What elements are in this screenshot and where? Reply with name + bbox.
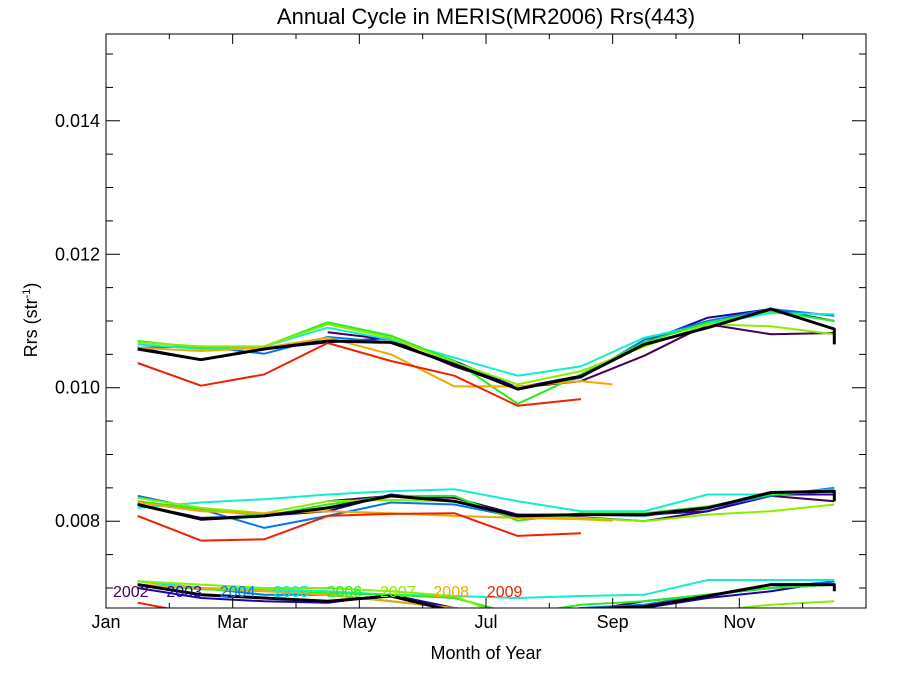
legend-entry-2008: 2008 — [433, 584, 469, 601]
series-line-2009 — [137, 601, 172, 608]
axes: Jan Mar May Jul Sep Nov 0.008 0.010 0.012 0.014 — [55, 34, 866, 632]
x-tick-label: May — [342, 612, 376, 632]
x-tick-label: Jul — [474, 612, 497, 632]
series-line-2008 — [137, 583, 464, 608]
y-axis-label-close: ) — [21, 283, 41, 289]
legend-entry-2002: 2002 — [113, 584, 149, 601]
x-tick-label: Nov — [723, 612, 755, 632]
x-tick-label: Jan — [91, 612, 120, 632]
mean-line — [137, 489, 836, 521]
y-tick-label: 0.012 — [55, 244, 100, 264]
mean-line — [137, 307, 836, 391]
plot-frame — [105, 33, 867, 609]
legend-entry-2006: 2006 — [327, 584, 363, 601]
series-layer — [137, 307, 836, 608]
y-tick-label: 0.014 — [55, 111, 100, 131]
legend-entry-2005: 2005 — [273, 584, 309, 601]
legend-entry-2009: 2009 — [487, 584, 523, 601]
y-axis-label-main: Rrs (str — [21, 298, 41, 357]
y-tick-label: 0.008 — [55, 511, 100, 531]
mean-line — [137, 583, 836, 608]
legend-entry-2004: 2004 — [220, 584, 256, 601]
series-line-2005 — [137, 579, 835, 599]
series-line-2003 — [137, 580, 835, 608]
x-tick-label: Mar — [217, 612, 248, 632]
y-axis-label: Rrs (str-1) — [21, 283, 41, 358]
legend: 2002 2003 2004 2005 2006 2007 2008 2009 — [113, 584, 522, 601]
series-line-2007 — [137, 580, 835, 608]
legend-entry-2003: 2003 — [166, 584, 202, 601]
legend-entry-2007: 2007 — [380, 584, 416, 601]
x-axis-label: Month of Year — [430, 643, 541, 663]
series-line-2009 — [137, 342, 582, 407]
chart-title: Annual Cycle in MERIS(MR2006) Rrs(443) — [277, 4, 695, 29]
x-tick-label: Sep — [597, 612, 629, 632]
series-line-2005 — [137, 488, 835, 513]
series-line-2008 — [137, 336, 613, 388]
y-axis-label-superscript: -1 — [21, 289, 33, 299]
series-line-2009 — [137, 512, 582, 542]
y-tick-label: 0.010 — [55, 378, 100, 398]
